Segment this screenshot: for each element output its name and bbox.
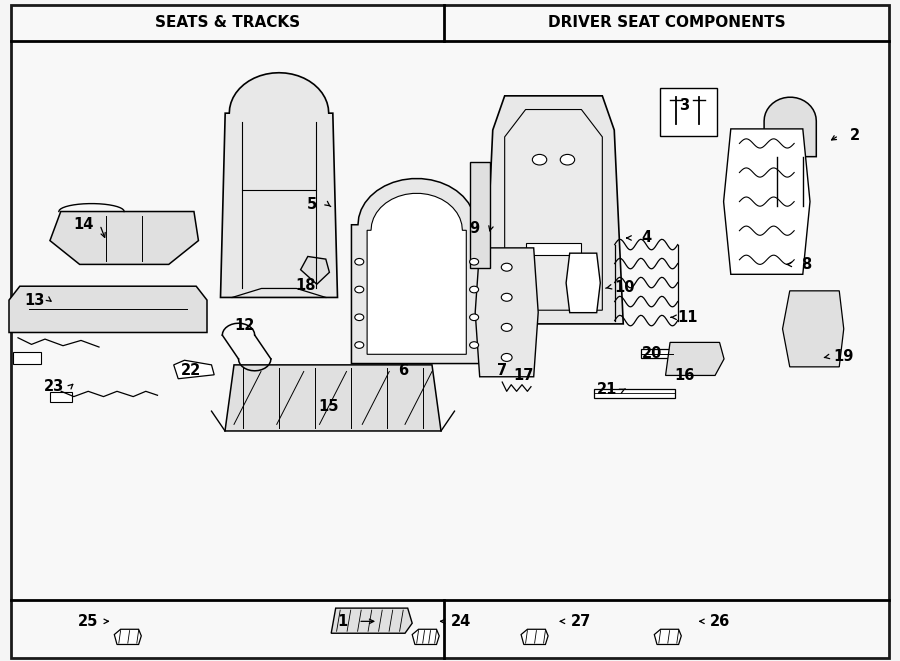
Text: 11: 11 [678, 310, 698, 325]
Circle shape [355, 342, 364, 348]
Polygon shape [225, 365, 441, 431]
Polygon shape [666, 342, 724, 375]
Text: 17: 17 [514, 368, 534, 383]
Polygon shape [660, 88, 717, 136]
Text: 15: 15 [319, 399, 338, 414]
Text: DRIVER SEAT COMPONENTS: DRIVER SEAT COMPONENTS [547, 15, 786, 30]
Polygon shape [331, 608, 412, 633]
Polygon shape [505, 110, 602, 310]
Polygon shape [367, 194, 466, 354]
Text: 19: 19 [833, 350, 853, 364]
Polygon shape [470, 162, 490, 268]
Polygon shape [654, 629, 681, 644]
Polygon shape [220, 73, 338, 297]
Polygon shape [526, 243, 581, 255]
Polygon shape [14, 352, 40, 364]
Text: 9: 9 [469, 221, 480, 235]
Polygon shape [484, 96, 623, 324]
Text: 16: 16 [674, 368, 694, 383]
Circle shape [501, 263, 512, 271]
Circle shape [355, 286, 364, 293]
Text: 18: 18 [296, 278, 316, 293]
Text: 14: 14 [74, 217, 94, 232]
Text: 2: 2 [850, 128, 860, 143]
Circle shape [501, 323, 512, 331]
Polygon shape [521, 629, 548, 644]
Polygon shape [764, 97, 816, 157]
Circle shape [501, 293, 512, 301]
Circle shape [470, 314, 479, 321]
Text: 5: 5 [307, 198, 318, 212]
Polygon shape [114, 629, 141, 644]
Text: 25: 25 [78, 614, 98, 629]
Polygon shape [475, 248, 538, 377]
Circle shape [560, 155, 574, 165]
Text: 6: 6 [398, 363, 409, 377]
Polygon shape [50, 392, 72, 402]
FancyBboxPatch shape [11, 5, 889, 658]
Circle shape [470, 342, 479, 348]
Text: 22: 22 [181, 363, 201, 377]
Text: 13: 13 [24, 293, 44, 308]
Polygon shape [641, 349, 673, 358]
Polygon shape [50, 212, 199, 264]
Circle shape [470, 286, 479, 293]
Text: 24: 24 [451, 614, 471, 629]
Polygon shape [301, 256, 329, 284]
Polygon shape [594, 389, 675, 398]
Circle shape [533, 155, 547, 165]
Text: 4: 4 [641, 231, 652, 245]
Text: 7: 7 [497, 363, 508, 377]
Polygon shape [174, 360, 214, 379]
Text: 23: 23 [44, 379, 64, 394]
Circle shape [470, 258, 479, 265]
Circle shape [501, 354, 512, 362]
Polygon shape [412, 629, 439, 644]
Polygon shape [351, 178, 482, 364]
Text: 10: 10 [615, 280, 634, 295]
Polygon shape [783, 291, 844, 367]
Polygon shape [566, 253, 600, 313]
Text: 1: 1 [337, 614, 347, 629]
Polygon shape [724, 129, 810, 274]
Text: 20: 20 [642, 346, 662, 361]
Circle shape [355, 258, 364, 265]
Text: 27: 27 [571, 614, 590, 629]
Circle shape [355, 314, 364, 321]
Text: 26: 26 [710, 614, 730, 629]
Text: SEATS & TRACKS: SEATS & TRACKS [155, 15, 300, 30]
Text: 3: 3 [679, 98, 689, 113]
Text: 12: 12 [235, 318, 255, 332]
Polygon shape [9, 286, 207, 332]
Text: 21: 21 [597, 383, 617, 397]
Text: 8: 8 [801, 257, 812, 272]
